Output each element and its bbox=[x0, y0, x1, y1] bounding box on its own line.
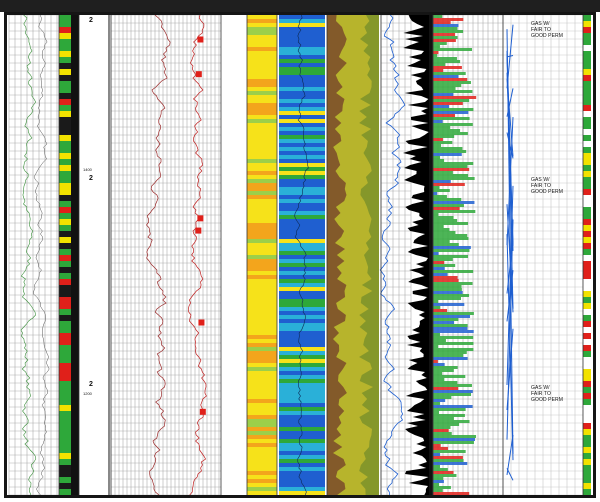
track-7-grid bbox=[381, 15, 411, 495]
log-tracks bbox=[7, 15, 593, 495]
resistivity-spike-5 bbox=[197, 36, 203, 42]
track-4-image bbox=[247, 15, 277, 495]
resistivity-spike-4 bbox=[196, 71, 202, 77]
track-10-tick-16 bbox=[507, 56, 513, 57]
track-11-strip bbox=[583, 15, 591, 495]
track-1-edge bbox=[71, 15, 79, 495]
zone-marker-1: 2 bbox=[89, 17, 93, 24]
zone-marker-3: 2 bbox=[89, 381, 93, 388]
well-log-panel: 2 2 2 1400 1200 GAS W/FAIR TO GOOD PERM G… bbox=[4, 12, 596, 498]
track-1-grid bbox=[9, 15, 59, 495]
resistivity-spike-0 bbox=[197, 215, 203, 221]
depth-track bbox=[83, 15, 109, 495]
resistivity-spike-1 bbox=[200, 409, 206, 415]
track-5-image bbox=[279, 15, 325, 495]
zone-marker-2: 2 bbox=[89, 175, 93, 182]
resistivity-spike-2 bbox=[195, 228, 201, 234]
depth-label-1: 1400 bbox=[83, 167, 92, 172]
resistivity-spike-3 bbox=[198, 320, 204, 326]
annotation-2: GAS W/FAIR TO GOOD PERM bbox=[531, 177, 563, 195]
annotation-1: GAS W/FAIR TO GOOD PERM bbox=[531, 21, 563, 39]
track-3-grid bbox=[111, 15, 221, 495]
track-10-grid bbox=[503, 15, 583, 495]
track-8-edge bbox=[429, 15, 433, 495]
top-bar bbox=[0, 0, 600, 12]
annotation-3: GAS W/FAIR TO GOOD PERM bbox=[531, 385, 563, 403]
track-10-tick-18 bbox=[507, 468, 513, 480]
depth-label-2: 1200 bbox=[83, 391, 92, 396]
